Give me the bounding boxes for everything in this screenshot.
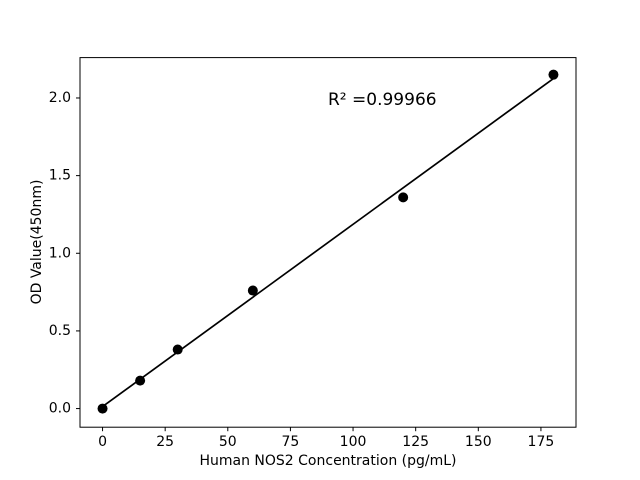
x-tick-label: 150 <box>465 434 492 450</box>
data-point <box>247 285 258 296</box>
y-tick-label: 2.0 <box>49 90 71 106</box>
y-axis-label: OD Value(450nm) <box>29 179 45 305</box>
x-tick-label: 125 <box>402 434 429 450</box>
x-tick-label: 175 <box>528 434 555 450</box>
data-point <box>398 192 409 203</box>
data-point <box>172 344 183 355</box>
y-tick-label: 1.5 <box>49 168 71 184</box>
y-tick-label: 0.0 <box>49 401 71 417</box>
trend-line <box>102 77 554 408</box>
data-point <box>97 403 108 414</box>
x-tick-label: 75 <box>282 434 300 450</box>
x-tick-label: 50 <box>219 434 237 450</box>
r-squared-annotation: R² =0.99966 <box>328 90 437 110</box>
x-axis-label: Human NOS2 Concentration (pg/mL) <box>199 453 457 469</box>
plot-frame <box>79 57 577 428</box>
x-tick-label: 100 <box>340 434 367 450</box>
x-tick-label: 25 <box>156 434 174 450</box>
data-point <box>135 375 146 386</box>
y-tick-label: 1.0 <box>49 245 71 261</box>
x-tick-label: 0 <box>98 434 107 450</box>
data-point <box>548 69 559 80</box>
y-tick-label: 0.5 <box>49 323 71 339</box>
